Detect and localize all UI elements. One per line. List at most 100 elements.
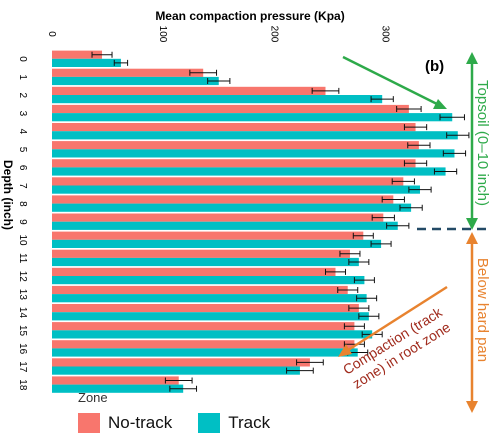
y-tick-label-7: 7 [17, 183, 28, 189]
errorbar-track-18 [169, 385, 198, 392]
bar-no-track-3 [52, 104, 409, 114]
errorbar-track-10 [370, 240, 392, 247]
bar-track-6 [52, 167, 446, 176]
bars [52, 50, 458, 393]
error-bars [91, 51, 470, 392]
bar-track-15 [52, 330, 373, 339]
legend-item-no-track: No-track [78, 413, 172, 433]
errorbar-no-track-11 [339, 250, 361, 257]
errorbar-track-7 [408, 186, 432, 193]
bar-no-track-6 [52, 159, 416, 168]
errorbar-track-17 [286, 367, 314, 374]
bar-no-track-4 [52, 123, 416, 132]
errorbar-no-track-16 [343, 341, 365, 348]
errorbar-no-track-8 [381, 196, 405, 203]
bar-no-track-11 [52, 249, 350, 258]
bar-track-18 [52, 384, 184, 393]
bar-track-16 [52, 348, 358, 357]
bar-no-track-0 [52, 50, 103, 59]
topsoil-range-arrowhead-top [466, 52, 478, 64]
compaction-arrow [344, 285, 448, 354]
errorbar-no-track-13 [337, 287, 359, 293]
bar-track-3 [52, 113, 453, 122]
errorbar-no-track-12 [324, 268, 347, 275]
legend-title: Zone [78, 390, 108, 405]
y-tick-label-2: 2 [17, 92, 28, 98]
errorbar-track-13 [356, 295, 378, 302]
errorbar-no-track-17 [296, 359, 324, 366]
legend-label-no-track: No-track [108, 413, 173, 432]
errorbar-track-9 [386, 222, 410, 229]
errorbar-no-track-6 [403, 160, 428, 167]
errorbar-track-6 [433, 168, 458, 175]
bar-track-7 [52, 185, 420, 194]
x-tick-label-3: 300 [380, 26, 391, 43]
x-tick-label-2: 200 [268, 26, 279, 43]
bar-track-8 [52, 203, 412, 212]
bar-no-track-16 [52, 340, 355, 349]
errorbar-no-track-0 [91, 51, 113, 58]
bar-no-track-2 [52, 86, 326, 95]
errorbar-track-5 [442, 150, 467, 157]
bar-track-10 [52, 239, 382, 248]
y-tick-label-5: 5 [17, 147, 28, 153]
errorbar-no-track-5 [407, 142, 431, 149]
errorbar-no-track-18 [164, 377, 193, 384]
panel-label: (b) [425, 58, 444, 75]
y-tick-label-9: 9 [17, 219, 28, 225]
errorbar-track-11 [348, 259, 370, 265]
errorbar-no-track-14 [348, 305, 370, 312]
bar-track-11 [52, 257, 359, 267]
bar-no-track-12 [52, 267, 336, 276]
chart-title: Mean compaction pressure (Kpa) [155, 9, 344, 23]
compaction-arrowhead [338, 344, 352, 357]
bar-track-2 [52, 95, 383, 104]
topsoil-pointer-arrow [342, 55, 444, 109]
y-tick-label-18: 18 [17, 379, 28, 391]
bar-no-track-18 [52, 376, 179, 385]
y-tick-label-0: 0 [17, 56, 28, 62]
legend-swatch-no-track [78, 413, 100, 433]
x-axis: 0 100 200 300 [46, 26, 391, 43]
errorbar-no-track-1 [189, 69, 218, 76]
bar-no-track-5 [52, 141, 419, 150]
bar-track-13 [52, 294, 367, 303]
y-tick-label-3: 3 [17, 111, 28, 117]
errorbar-track-2 [370, 96, 394, 103]
y-tick-label-12: 12 [17, 271, 28, 283]
bar-no-track-17 [52, 358, 310, 367]
hardpan-label: Below hard pan [474, 258, 491, 362]
y-tick-label-13: 13 [17, 289, 28, 301]
errorbar-track-12 [353, 277, 375, 284]
y-axis-label: Depth (inch) [1, 160, 15, 230]
bar-track-5 [52, 149, 455, 158]
legend: Zone No-track Track [78, 390, 296, 433]
y-tick-label-6: 6 [17, 165, 28, 171]
errorbar-no-track-4 [403, 124, 428, 131]
errorbar-no-track-2 [311, 87, 340, 94]
y-tick-label-8: 8 [17, 201, 28, 207]
bar-track-4 [52, 131, 458, 140]
bar-no-track-13 [52, 285, 348, 295]
legend-label-track: Track [228, 413, 271, 432]
hardpan-range-arrowhead-top [466, 232, 478, 244]
bar-track-1 [52, 76, 219, 86]
errorbar-no-track-3 [396, 106, 422, 112]
legend-swatch-track [198, 413, 221, 433]
bar-track-17 [52, 366, 300, 375]
errorbar-track-1 [207, 78, 231, 84]
bar-no-track-7 [52, 177, 404, 186]
topsoil-range-arrowhead-bottom [466, 218, 478, 230]
y-tick-label-14: 14 [17, 307, 28, 319]
errorbar-track-4 [446, 132, 470, 139]
errorbar-track-3 [439, 114, 465, 121]
errorbar-track-14 [358, 313, 380, 320]
bar-track-9 [52, 221, 398, 230]
y-tick-label-16: 16 [17, 343, 28, 355]
bar-no-track-14 [52, 304, 359, 313]
x-tick-label-0: 0 [46, 31, 57, 37]
y-tick-label-11: 11 [17, 253, 28, 264]
bar-no-track-1 [52, 68, 204, 77]
